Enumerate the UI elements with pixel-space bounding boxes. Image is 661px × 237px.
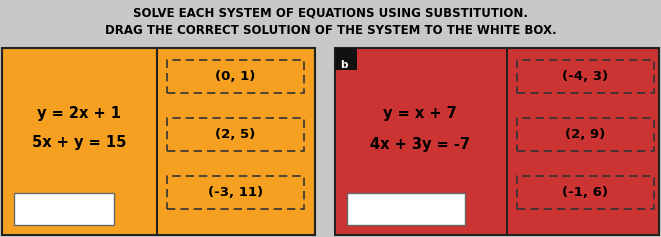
- FancyBboxPatch shape: [167, 118, 304, 151]
- Bar: [335, 48, 357, 70]
- Text: y = 2x + 1: y = 2x + 1: [37, 105, 121, 120]
- Text: SOLVE EACH SYSTEM OF EQUATIONS USING SUBSTITUTION.: SOLVE EACH SYSTEM OF EQUATIONS USING SUB…: [133, 6, 528, 19]
- Text: 4x + 3y = -7: 4x + 3y = -7: [370, 137, 470, 152]
- Text: y = x + 7: y = x + 7: [383, 105, 457, 120]
- Text: (-3, 11): (-3, 11): [208, 186, 263, 199]
- FancyBboxPatch shape: [167, 176, 304, 209]
- Bar: [2, 48, 315, 235]
- Text: DRAG THE CORRECT SOLUTION OF THE SYSTEM TO THE WHITE BOX.: DRAG THE CORRECT SOLUTION OF THE SYSTEM …: [104, 23, 557, 36]
- FancyBboxPatch shape: [167, 60, 304, 93]
- FancyBboxPatch shape: [517, 176, 654, 209]
- Text: (0, 1): (0, 1): [215, 70, 256, 83]
- Bar: [335, 48, 659, 235]
- Text: (-1, 6): (-1, 6): [563, 186, 609, 199]
- Bar: [14, 193, 114, 225]
- Bar: [347, 193, 465, 225]
- Text: (2, 5): (2, 5): [215, 128, 256, 141]
- Text: 5x + y = 15: 5x + y = 15: [32, 136, 126, 150]
- Text: b: b: [340, 60, 348, 70]
- Text: (2, 9): (2, 9): [565, 128, 605, 141]
- FancyBboxPatch shape: [517, 118, 654, 151]
- Text: (-4, 3): (-4, 3): [563, 70, 609, 83]
- FancyBboxPatch shape: [517, 60, 654, 93]
